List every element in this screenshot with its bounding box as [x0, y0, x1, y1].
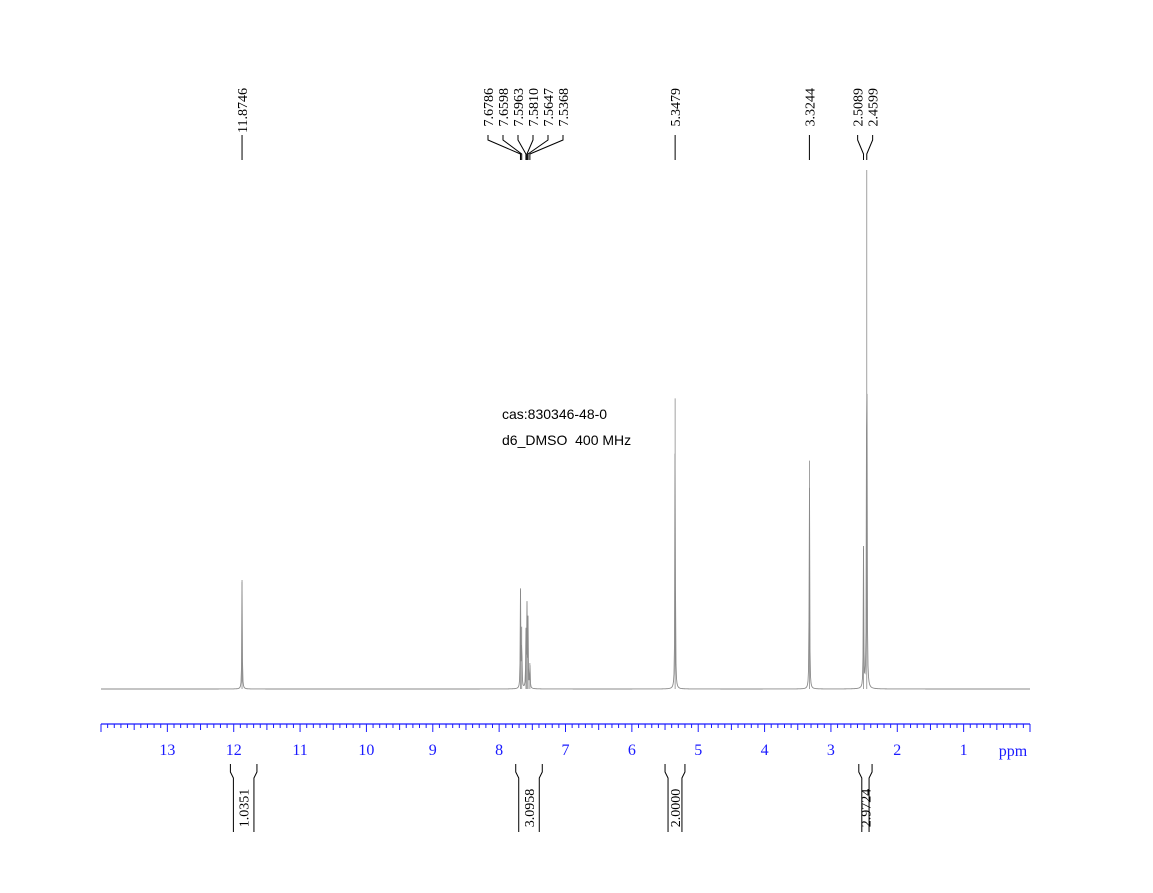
peak-label: 7.5647 — [542, 88, 557, 127]
x-tick-label: 7 — [562, 742, 570, 759]
integral-bracket-right — [253, 764, 258, 832]
peak-label: 7.5963 — [512, 88, 527, 127]
peak-label-connector — [529, 135, 564, 160]
peak-label-connector — [526, 135, 534, 160]
x-axis: 13 12 11 10 9 8 7 6 5 4 3 2 1 ppm — [100, 723, 1031, 760]
integral-bracket-right — [538, 764, 543, 832]
peak-label-connector — [857, 135, 865, 160]
x-tick-label: 4 — [761, 742, 769, 759]
x-tick-label: 9 — [429, 742, 437, 759]
peak-label: 2.5089 — [852, 88, 867, 127]
spectrum-trace-line — [101, 393, 1030, 690]
x-axis-label: ppm — [999, 743, 1028, 760]
peak-label: 7.6786 — [482, 88, 497, 127]
peak-label-layer: 11.8746 7.6786 7.6598 7.5963 7.5810 7.5647 7.5… — [236, 88, 882, 160]
x-tick-label: 13 — [159, 742, 175, 759]
integral-bracket-left — [229, 764, 234, 832]
x-tick-label: 2 — [893, 742, 901, 759]
peak-label: 7.6598 — [497, 88, 512, 127]
x-tick-label: 12 — [226, 742, 242, 759]
integral-layer: 1.0351 3.0958 2.0000 2.9724 — [229, 764, 874, 832]
peak-label-connector — [487, 135, 521, 160]
peak-label: 2.4599 — [867, 88, 882, 127]
integral-bracket-left — [664, 764, 669, 832]
peak-label: 5.3479 — [669, 88, 684, 127]
spectrum-trace-layer — [101, 170, 1030, 690]
peak-label: 11.8746 — [236, 88, 251, 133]
solvent-frequency-annotation: d6_DMSO 400 MHz — [502, 432, 631, 448]
integral-bracket-right — [868, 764, 873, 832]
x-tick-label: 1 — [960, 742, 968, 759]
peak-label-connector — [866, 135, 874, 160]
peak-label-connector — [517, 135, 527, 160]
x-tick-label: 5 — [694, 742, 702, 759]
x-tick-label: 8 — [495, 742, 503, 759]
x-tick-label: 11 — [292, 742, 307, 759]
peak-label: 3.3244 — [803, 88, 818, 127]
integral-value: 3.0958 — [523, 789, 538, 828]
peak-label: 7.5810 — [527, 88, 542, 127]
integral-bracket-right — [681, 764, 686, 832]
x-tick-label: 10 — [358, 742, 374, 759]
peak-label-connector — [527, 135, 549, 160]
peak-label: 7.5368 — [557, 88, 572, 127]
x-tick-label: 3 — [827, 742, 835, 759]
integral-bracket-left — [858, 764, 863, 832]
integral-value: 2.9724 — [859, 789, 874, 828]
x-tick-label: 6 — [628, 742, 636, 759]
annotation-layer: cas:830346-48-0 d6_DMSO 400 MHz — [502, 406, 631, 448]
integral-value: 2.0000 — [669, 789, 684, 828]
peak-label-connector — [502, 135, 523, 160]
integral-bracket-left — [515, 764, 520, 832]
integral-value: 1.0351 — [238, 789, 253, 828]
sample-cas-annotation: cas:830346-48-0 — [502, 406, 607, 422]
